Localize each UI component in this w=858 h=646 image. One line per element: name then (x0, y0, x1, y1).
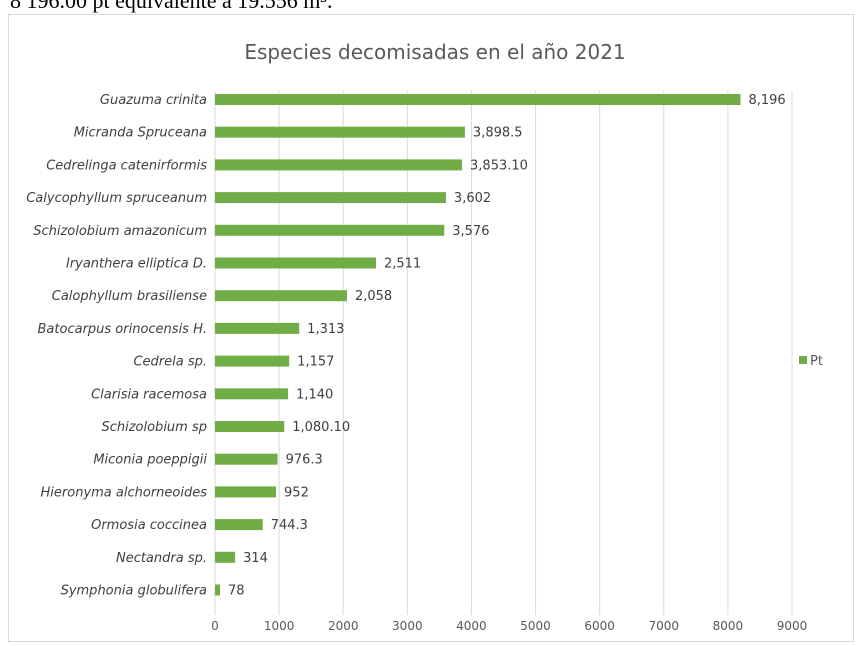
data-label: 1,313 (307, 322, 344, 337)
data-label: 3,576 (452, 224, 489, 239)
category-label: Schizolobium sp (101, 420, 207, 435)
legend-swatch (799, 356, 807, 364)
category-label: Calophyllum brasiliense (52, 289, 207, 304)
chart-area: Especies decomisadas en el año 2021 Guaz… (8, 14, 854, 642)
bar (215, 486, 277, 498)
bar (215, 257, 376, 269)
x-tick-label: 5000 (520, 619, 551, 633)
document-text-fragment: 8 196.00 pt equivalente a 19.556 m³. (10, 0, 333, 13)
bar (215, 159, 463, 171)
x-tick-label: 8000 (713, 619, 744, 633)
data-label: 78 (228, 584, 245, 599)
data-label: 1,157 (297, 355, 334, 370)
category-label: Cedrelinga catenirformis (46, 158, 207, 173)
bar (215, 551, 236, 563)
category-label: Ormosia coccinea (91, 518, 207, 533)
x-tick-label: 7000 (649, 619, 680, 633)
data-labels: 8,196 3,898.5 3,853.10 3,602 3,576 2,511 2,058… (228, 93, 786, 599)
category-label: Hieronyma alchorneoides (41, 485, 208, 500)
x-tick-label: 6000 (584, 619, 615, 633)
x-tick-label: 0 (211, 619, 219, 633)
category-label: Clarisia racemosa (91, 387, 207, 402)
category-label: Nectandra sp. (116, 551, 207, 566)
bar (215, 322, 300, 334)
category-label: Miconia poeppigii (93, 453, 207, 468)
x-tick-label: 2000 (328, 619, 359, 633)
bars (215, 94, 741, 596)
category-label: Batocarpus orinocensis H. (38, 322, 207, 337)
data-label: 952 (284, 485, 309, 500)
bar (215, 584, 221, 596)
bar (215, 519, 263, 531)
chart-title: Especies decomisadas en el año 2021 (244, 40, 625, 64)
bar (215, 94, 741, 105)
data-label: 744.3 (271, 518, 308, 533)
x-tick-label: 4000 (456, 619, 487, 633)
category-label: Micranda Spruceana (74, 126, 207, 141)
bar (215, 388, 289, 400)
category-labels: Guazuma crinita Micranda Spruceana Cedreli… (26, 93, 207, 599)
bar (215, 192, 446, 204)
bar (215, 453, 278, 465)
x-tick-label: 9000 (777, 619, 808, 633)
x-tick-label: 3000 (392, 619, 423, 633)
data-label: 2,058 (355, 289, 392, 304)
bar (215, 126, 465, 138)
bar-chart: Especies decomisadas en el año 2021 Guaz… (26, 40, 823, 633)
gridlines (214, 91, 793, 615)
bar (215, 290, 347, 302)
category-label: Guazuma crinita (100, 93, 207, 108)
x-tick-label: 1000 (264, 619, 295, 633)
data-label: 8,196 (748, 93, 785, 108)
bar (215, 421, 285, 432)
data-label: 2,511 (384, 257, 421, 272)
data-label: 314 (243, 551, 268, 566)
x-axis-ticks: 0 1000 2000 3000 4000 5000 6000 7000 8000 9000 (211, 619, 807, 633)
legend-label: Pt (810, 354, 823, 369)
category-label: Iryanthera elliptica D. (66, 257, 207, 272)
data-label: 3,602 (454, 191, 491, 206)
data-label: 3,853.10 (470, 158, 528, 173)
data-label: 1,080.10 (292, 420, 350, 435)
category-label: Cedrela sp. (133, 355, 207, 370)
category-label: Symphonia globulifera (61, 584, 207, 599)
legend: Pt (799, 354, 823, 369)
data-label: 1,140 (296, 387, 333, 402)
bar (215, 355, 290, 367)
category-label: Schizolobium amazonicum (33, 224, 207, 239)
category-label: Calycophyllum spruceanum (26, 191, 207, 206)
data-label: 976.3 (286, 453, 323, 468)
bar (215, 224, 445, 236)
data-label: 3,898.5 (473, 126, 523, 141)
